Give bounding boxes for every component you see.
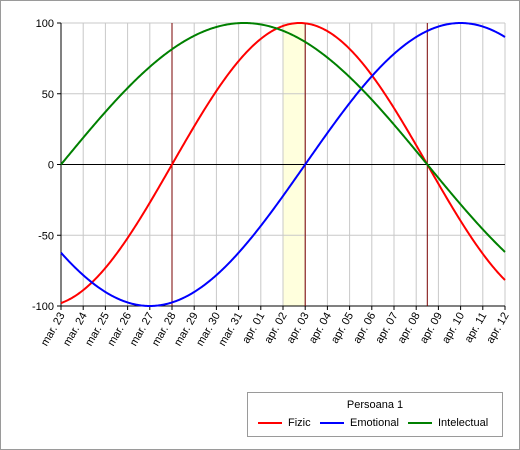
legend-title: Persoana 1 xyxy=(346,399,404,411)
y-tick-label: -50 xyxy=(38,230,54,242)
y-tick-label: 50 xyxy=(42,89,54,101)
legend: Persoana 1 Fizic Emotional Intelectual xyxy=(247,392,503,437)
legend-swatch-fizic xyxy=(258,422,282,425)
legend-label-intelectual: Intelectual xyxy=(438,417,489,429)
y-tick-label: 100 xyxy=(36,18,54,30)
legend-swatch-emotional xyxy=(320,422,344,425)
legend-label-emotional: Emotional xyxy=(350,417,399,429)
legend-swatch-intelectual xyxy=(408,422,432,425)
y-tick-label: -100 xyxy=(32,301,54,313)
series-line-fizic xyxy=(60,21,506,304)
legend-label-fizic: Fizic xyxy=(288,417,311,429)
legend-entry-fizic: Fizic xyxy=(258,417,311,431)
y-tick-label: 0 xyxy=(48,160,54,172)
series-line-intelectual xyxy=(60,21,506,253)
series-line-emotional xyxy=(60,21,506,308)
legend-entry-emotional: Emotional xyxy=(320,417,399,431)
x-tick-label: apr. 12 xyxy=(484,311,511,346)
legend-entry-intelectual: Intelectual xyxy=(408,417,488,431)
